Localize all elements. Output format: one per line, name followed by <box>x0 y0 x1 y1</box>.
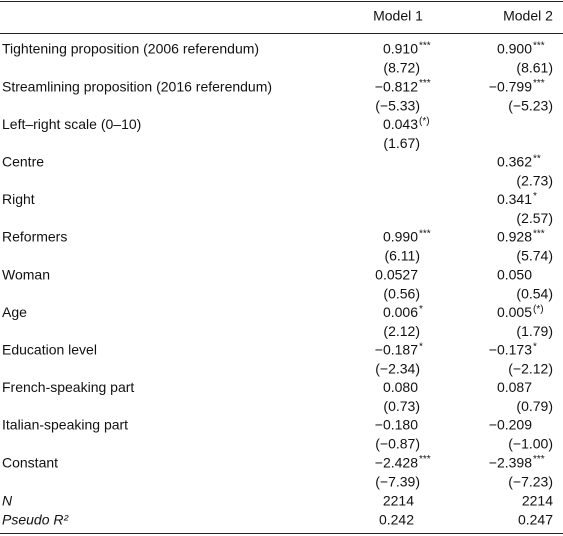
column-header: Model 2 <box>503 8 553 24</box>
standard-error: (−0.87) <box>375 436 420 452</box>
significance: * <box>419 304 423 315</box>
coefficient: 0.050 <box>497 266 532 282</box>
significance: (*) <box>533 304 544 315</box>
significance: *** <box>533 454 545 465</box>
coefficient: −0.209 <box>489 417 532 433</box>
stat-value: 2214 <box>383 493 414 509</box>
standard-error: (0.73) <box>383 398 420 414</box>
standard-error: (0.54) <box>516 285 553 301</box>
coefficient: −2.398 <box>489 454 532 470</box>
standard-error: (0.56) <box>383 285 420 301</box>
significance: * <box>533 341 537 352</box>
significance: (*) <box>419 116 430 127</box>
significance: *** <box>419 41 431 52</box>
row-label: Right <box>2 191 35 207</box>
standard-error: (−7.39) <box>375 473 420 489</box>
coefficient: −0.812 <box>375 78 418 94</box>
row-label: Italian-speaking part <box>2 417 128 433</box>
significance: *** <box>533 41 545 52</box>
row-label: Constant <box>2 454 58 470</box>
coefficient: −0.187 <box>375 342 418 358</box>
standard-error: (1.79) <box>516 323 553 339</box>
standard-error: (6.11) <box>384 248 420 264</box>
column-header: Model 1 <box>373 8 423 24</box>
coefficient: 0.043 <box>383 116 418 132</box>
coefficient: −0.799 <box>489 78 532 94</box>
stat-label: Pseudo R² <box>2 512 69 528</box>
row-label: Woman <box>2 266 50 282</box>
significance: *** <box>419 229 431 240</box>
standard-error: (0.79) <box>516 398 553 414</box>
stat-value: 0.247 <box>518 512 553 528</box>
significance: *** <box>533 229 545 240</box>
row-label: Left–right scale (0–10) <box>2 116 141 132</box>
row-label: Streamlining proposition (2016 referendu… <box>2 78 272 94</box>
coefficient: −0.180 <box>375 417 418 433</box>
significance: * <box>419 341 423 352</box>
row-label: Tightening proposition (2006 referendum) <box>2 41 259 57</box>
significance: ** <box>533 153 541 164</box>
standard-error: (−7.23) <box>508 473 553 489</box>
standard-error: (2.12) <box>383 323 420 339</box>
coefficient: −0.173 <box>489 342 532 358</box>
row-label: Reformers <box>2 229 67 245</box>
coefficient: 0.928 <box>497 229 532 245</box>
row-label: Education level <box>2 342 97 358</box>
row-label: Age <box>2 304 27 320</box>
standard-error: (−5.23) <box>508 97 553 113</box>
standard-error: (−2.34) <box>375 361 420 377</box>
coefficient: 0.341 <box>497 191 532 207</box>
standard-error: (2.73) <box>516 173 553 189</box>
stat-label: N <box>2 493 13 509</box>
standard-error: (−5.33) <box>375 97 420 113</box>
standard-error: (8.72) <box>383 60 420 76</box>
coefficient: 0.910 <box>383 41 418 57</box>
standard-error: (2.57) <box>516 210 553 226</box>
standard-error: (−2.12) <box>508 361 553 377</box>
significance: *** <box>419 454 431 465</box>
significance: * <box>533 191 537 202</box>
coefficient: 0.006 <box>383 304 418 320</box>
row-label: French-speaking part <box>2 379 134 395</box>
standard-error: (5.74) <box>516 248 553 264</box>
significance: *** <box>419 78 431 89</box>
standard-error: (8.61) <box>516 60 553 76</box>
coefficient: 0.0527 <box>375 266 418 282</box>
coefficient: 0.362 <box>497 154 532 170</box>
standard-error: (−1.00) <box>508 436 553 452</box>
coefficient: 0.080 <box>383 379 418 395</box>
stat-value: 0.242 <box>379 512 414 528</box>
coefficient: 0.005 <box>497 304 532 320</box>
stat-value: 2214 <box>522 493 553 509</box>
coefficient: −2.428 <box>375 454 418 470</box>
coefficient: 0.990 <box>383 229 418 245</box>
row-label: Centre <box>2 154 44 170</box>
coefficient: 0.087 <box>497 379 532 395</box>
standard-error: (1.67) <box>383 135 420 151</box>
significance: *** <box>533 78 545 89</box>
coefficient: 0.900 <box>497 41 532 57</box>
